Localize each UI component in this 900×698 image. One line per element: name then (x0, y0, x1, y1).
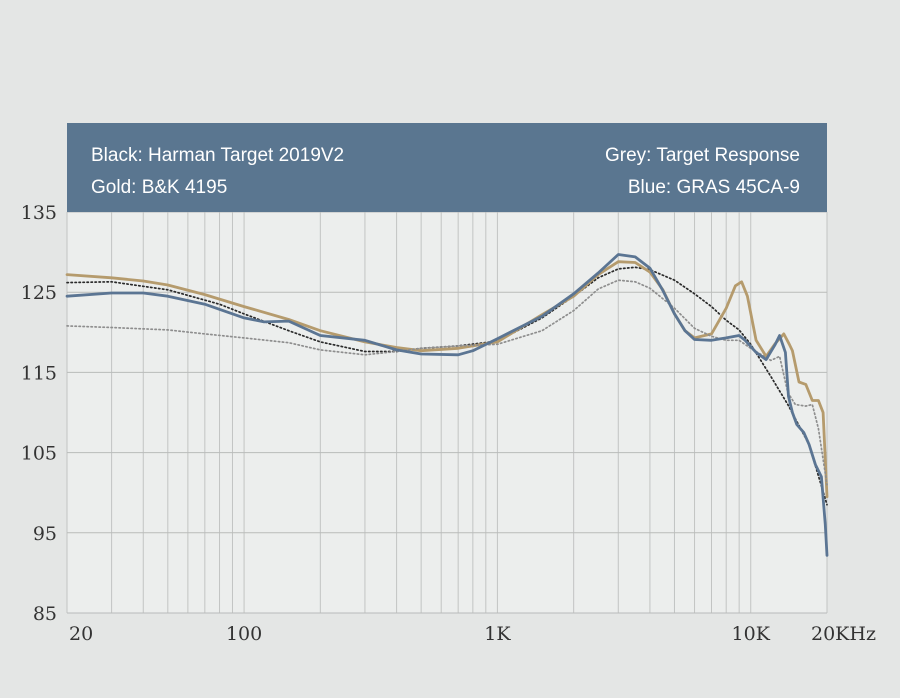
y-tick-label: 135 (21, 202, 57, 224)
series-line-blue (65, 253, 829, 557)
y-tick-label: 85 (33, 603, 57, 625)
plot-area (67, 212, 827, 613)
tick-labels: 135 125 115 105 95 85 20 100 1K 10K 20KHz (21, 202, 876, 645)
legend-black-label: Black: Harman Target 2019V2 (91, 145, 344, 166)
series-layer (65, 253, 829, 557)
y-tick-label: 115 (21, 362, 57, 384)
y-tick-label: 125 (21, 282, 57, 304)
y-tick-label: 105 (21, 443, 57, 465)
y-tick-label: 95 (33, 523, 57, 545)
legend-banner (67, 123, 827, 212)
x-tick-label: 10K (732, 623, 771, 645)
legend-blue-label: Blue: GRAS 45CA-9 (628, 177, 800, 198)
x-tick-label: 100 (226, 623, 262, 645)
x-tick-label: 20KHz (811, 623, 876, 645)
legend-grey-label: Grey: Target Response (605, 145, 800, 166)
legend-gold-label: Gold: B&K 4195 (91, 177, 227, 198)
x-tick-label: 1K (484, 623, 511, 645)
x-tick-label: 20 (69, 623, 93, 645)
